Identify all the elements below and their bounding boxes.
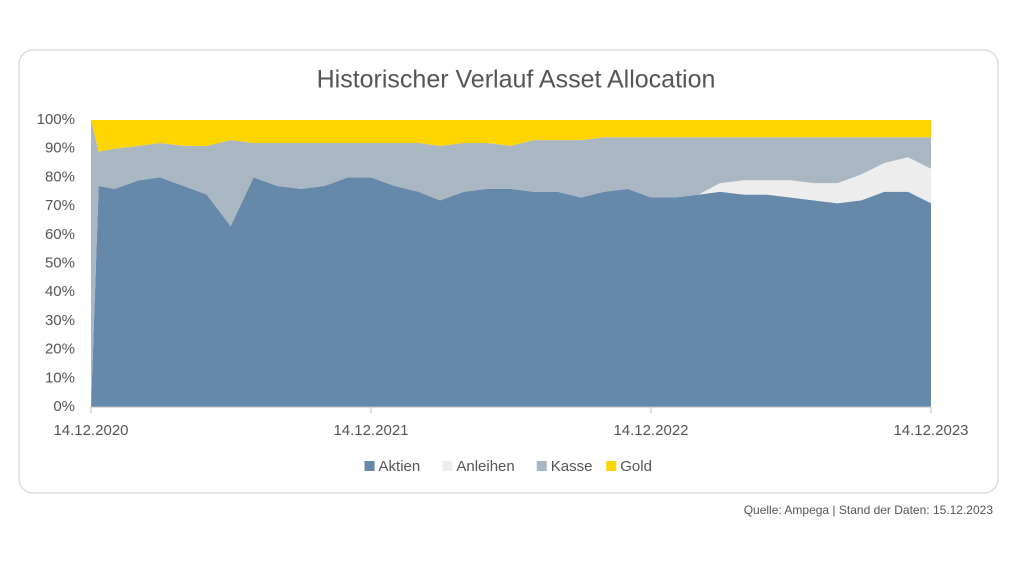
source-note: Quelle: Ampega | Stand der Daten: 15.12.… [744,503,994,517]
legend-swatch [364,461,375,471]
x-tick-label: 14.12.2023 [893,422,968,439]
legend-swatch [442,461,453,471]
legend-label: Gold [620,458,652,475]
y-tick-label: 20% [45,341,75,358]
legend-label: Anleihen [456,458,514,475]
y-tick-label: 50% [45,254,75,271]
y-tick-label: 80% [45,168,75,185]
y-tick-label: 10% [45,369,75,386]
chart-title: Historischer Verlauf Asset Allocation [317,66,716,94]
y-tick-label: 40% [45,283,75,300]
y-tick-label: 60% [45,226,75,243]
area [91,120,931,152]
y-tick-label: 0% [53,398,75,415]
legend-swatch [536,461,547,471]
x-tick-label: 14.12.2020 [53,422,128,439]
area [91,157,931,407]
legend-label: Kasse [551,458,593,475]
x-tick-label: 14.12.2022 [613,422,688,439]
legend-label: Aktien [379,458,421,475]
legend-swatch [606,461,617,471]
y-tick-label: 90% [45,140,75,157]
area [91,120,931,407]
x-tick-label: 14.12.2021 [333,422,408,439]
area [91,177,931,407]
y-tick-label: 70% [45,197,75,214]
y-tick-label: 30% [45,312,75,329]
y-tick-label: 100% [37,111,75,128]
